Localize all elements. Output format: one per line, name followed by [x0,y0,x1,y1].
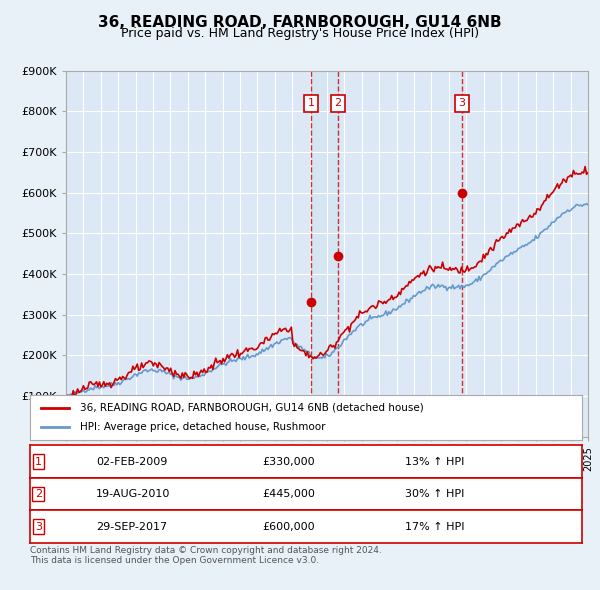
Text: 2: 2 [35,489,42,499]
Text: 02-FEB-2009: 02-FEB-2009 [96,457,167,467]
Text: £445,000: £445,000 [262,489,315,499]
Text: £600,000: £600,000 [262,522,314,532]
Text: HPI: Average price, detached house, Rushmoor: HPI: Average price, detached house, Rush… [80,422,325,432]
Text: 29-SEP-2017: 29-SEP-2017 [96,522,167,532]
Text: Contains HM Land Registry data © Crown copyright and database right 2024.
This d: Contains HM Land Registry data © Crown c… [30,546,382,565]
Text: 3: 3 [458,99,465,109]
Text: 2: 2 [334,99,341,109]
Text: 13% ↑ HPI: 13% ↑ HPI [406,457,465,467]
Text: 1: 1 [308,99,314,109]
Text: 19-AUG-2010: 19-AUG-2010 [96,489,170,499]
Text: 36, READING ROAD, FARNBOROUGH, GU14 6NB: 36, READING ROAD, FARNBOROUGH, GU14 6NB [98,15,502,30]
Text: 3: 3 [35,522,42,532]
Text: 17% ↑ HPI: 17% ↑ HPI [406,522,465,532]
Text: 30% ↑ HPI: 30% ↑ HPI [406,489,465,499]
Text: £330,000: £330,000 [262,457,314,467]
Bar [311,71,338,437]
Text: 1: 1 [35,457,42,467]
Text: Price paid vs. HM Land Registry's House Price Index (HPI): Price paid vs. HM Land Registry's House … [121,27,479,40]
Text: 36, READING ROAD, FARNBOROUGH, GU14 6NB (detached house): 36, READING ROAD, FARNBOROUGH, GU14 6NB … [80,403,424,412]
